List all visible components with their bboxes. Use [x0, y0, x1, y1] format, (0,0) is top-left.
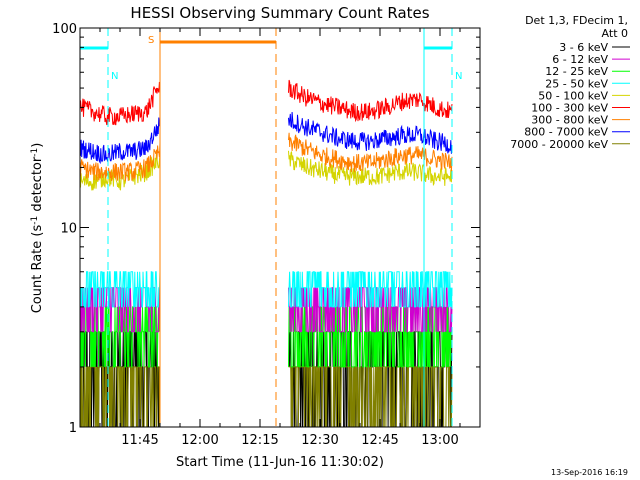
- legend-label: 100 - 300 keV: [531, 102, 608, 115]
- series-trace: [288, 79, 453, 123]
- flag-night: N: [423, 28, 462, 427]
- chart-title: HESSI Observing Summary Count Rates: [130, 4, 429, 22]
- x-tick-label: 11:45: [121, 433, 158, 448]
- series-trace: [80, 306, 161, 368]
- y-axis-label-mid: detector: [30, 156, 45, 216]
- legend-item: 25 - 50 keV: [545, 77, 630, 90]
- y-axis-label-sup1: -1: [30, 216, 40, 225]
- series-trace: [80, 287, 161, 333]
- legend-item: 6 - 12 keV: [552, 53, 630, 66]
- legend-item: 300 - 800 keV: [531, 114, 630, 127]
- flag-label: S: [148, 35, 154, 46]
- y-axis-label-end: ): [30, 143, 45, 148]
- flag-saa: S: [148, 28, 277, 427]
- legend-label: 7000 - 20000 keV: [510, 138, 608, 151]
- flag-layer: S N N: [80, 28, 462, 427]
- series-trace: [288, 271, 453, 308]
- y-tick-label: 10: [60, 222, 77, 237]
- legend-label: 6 - 12 keV: [552, 53, 608, 66]
- y-axis-label-sup2: -1: [30, 148, 40, 157]
- footer-date: 13-Sep-2016 16:19: [551, 468, 628, 477]
- flag-night: N: [80, 28, 118, 427]
- legend-label: 3 - 6 keV: [559, 41, 608, 54]
- x-tick-label: 12:30: [301, 433, 338, 448]
- series-trace: [80, 81, 161, 126]
- x-tick-label: 13:00: [421, 433, 458, 448]
- legend-label: 12 - 25 keV: [545, 65, 608, 78]
- y-axis-label: Count Rate (s-1 detector-1): [30, 143, 45, 314]
- data-layer: [80, 79, 453, 428]
- series-trace: [80, 142, 161, 182]
- legend-item: 12 - 25 keV: [545, 65, 630, 78]
- series-800-7000kev: [80, 111, 453, 165]
- legend-item: 3 - 6 keV: [559, 41, 630, 54]
- series-25-50kev: [80, 271, 453, 308]
- legend-label: 300 - 800 keV: [531, 114, 608, 127]
- axis-layer: 11:45 12:00 12:15 12:30 12:45 13:00 1 10 100: [52, 22, 481, 448]
- series-trace: [80, 271, 161, 308]
- flag-label: N: [455, 71, 462, 82]
- series-6-12kev: [80, 287, 453, 333]
- series-trace: [288, 287, 453, 333]
- x-axis-label: Start Time (11-Jun-16 11:30:02): [176, 455, 384, 470]
- legend-header-line-2: Att 0: [602, 27, 628, 40]
- legend-label: 50 - 100 keV: [538, 89, 608, 102]
- series-trace: [288, 150, 453, 187]
- series-trace: [288, 132, 453, 173]
- legend-label: 25 - 50 keV: [545, 77, 608, 90]
- legend-item: 800 - 7000 keV: [524, 126, 630, 139]
- series-trace: [288, 111, 453, 154]
- legend-header-line-1: Det 1,3, FDecim 1,: [525, 14, 628, 27]
- flag-label: N: [111, 71, 118, 82]
- y-tick-label: 100: [52, 22, 77, 37]
- x-tick-label: 12:00: [181, 433, 218, 448]
- legend-label: 800 - 7000 keV: [524, 126, 608, 139]
- series-trace: [288, 366, 453, 428]
- series-300-800kev: [80, 132, 453, 182]
- series-trace: [80, 117, 161, 165]
- legend-item: 100 - 300 keV: [531, 102, 630, 115]
- series-100-300kev: [80, 79, 453, 126]
- x-tick-label: 12:45: [361, 433, 398, 448]
- y-tick-label: 1: [69, 421, 77, 436]
- y-axis-label-main: Count Rate (s: [30, 225, 45, 314]
- legend-item: 50 - 100 keV: [538, 89, 630, 102]
- legend-item: 7000 - 20000 keV: [510, 138, 630, 151]
- x-tick-label: 12:15: [241, 433, 278, 448]
